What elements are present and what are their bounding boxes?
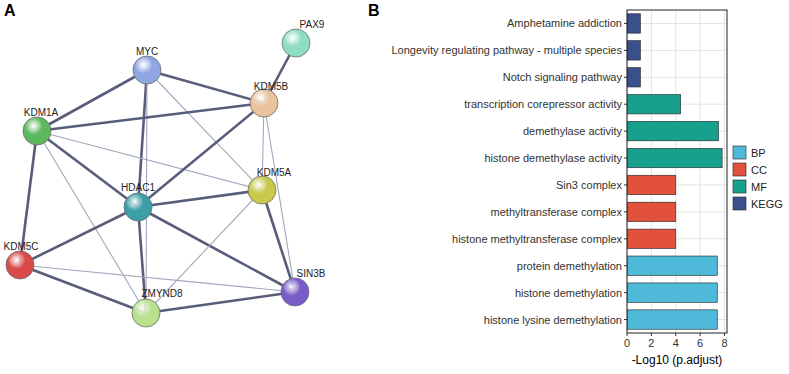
bar [627, 95, 681, 114]
node-label: ZMYND8 [141, 288, 183, 299]
y-tick [624, 158, 627, 159]
edge [138, 190, 262, 207]
edge [147, 70, 264, 103]
grid [627, 10, 727, 333]
panel-label: A [4, 2, 16, 19]
node [124, 193, 152, 221]
x-tick [627, 333, 628, 336]
edge [20, 207, 138, 265]
x-tick-label: 8 [721, 337, 727, 349]
category-label: protein demethylation [517, 260, 622, 272]
node-label: SIN3B [297, 268, 326, 279]
node-label: KDM5C [3, 241, 38, 252]
node-label: KDM1A [24, 107, 59, 118]
node [133, 56, 161, 84]
node [282, 29, 310, 57]
category-label: methyltransferase complex [491, 206, 623, 218]
y-tick [624, 50, 627, 51]
category-label: histone demethylase activity [484, 152, 622, 164]
bar [627, 283, 717, 302]
legend-swatch [733, 197, 746, 210]
node [23, 117, 51, 145]
x-tick [724, 333, 725, 336]
legend-swatch [733, 146, 746, 159]
category-label: Longevity regulating pathway - multiple … [391, 44, 622, 56]
y-tick [624, 131, 627, 132]
plot-frame [627, 10, 727, 333]
edge [262, 190, 295, 292]
node [6, 251, 34, 279]
edge [37, 70, 147, 131]
category-label: Notch signaling pathway [503, 71, 623, 83]
legend-label: CC [751, 164, 767, 176]
bars [627, 14, 722, 329]
grid-line [724, 10, 725, 333]
nodes: MYC PAX9 KDM5B KDM1A KDM5A HDAC1 KDM5C SIN3B ZMY… [3, 19, 325, 327]
x-tick-label: 2 [648, 337, 654, 349]
x-tick [700, 333, 701, 336]
edge [37, 131, 146, 313]
category-label: demethylase activity [523, 125, 623, 137]
edge [20, 265, 146, 313]
edge [37, 103, 264, 131]
bar [627, 41, 640, 60]
bar [627, 256, 717, 275]
bar [627, 202, 676, 221]
x-tick [675, 333, 676, 336]
x-tick [651, 333, 652, 336]
node-label: PAX9 [300, 19, 325, 30]
legend-swatch [733, 163, 746, 176]
node-label: MYC [136, 46, 158, 57]
edge [37, 131, 138, 207]
legend: BP CC MF KEGG [733, 146, 783, 210]
category-grid-line [627, 23, 727, 24]
category-label: histone demethylation [515, 287, 622, 299]
y-tick [624, 238, 627, 239]
legend-label: KEGG [751, 198, 783, 210]
y-tick [624, 184, 627, 185]
figure: A B MYC PAX9 KDM5B KDM1A KDM5A HDAC1 KDM5C SIN3B Z… [0, 0, 789, 374]
node-label: KDM5B [254, 81, 289, 92]
x-axis-label: -Log10 (p.adjust) [632, 353, 723, 367]
category-label: transcription corepressor activity [464, 98, 622, 110]
bar [627, 14, 640, 33]
bar [627, 175, 676, 194]
y-tick [624, 211, 627, 212]
category-grid-line [627, 77, 727, 78]
x-tick-label: 4 [673, 337, 679, 349]
legend-label: MF [751, 181, 767, 193]
bar [627, 121, 718, 140]
node [250, 89, 278, 117]
bar [627, 310, 717, 329]
edge [138, 103, 264, 207]
category-label: Amphetamine addiction [507, 17, 622, 29]
x-tick-label: 6 [697, 337, 703, 349]
node [132, 299, 160, 327]
y-tick [624, 23, 627, 24]
y-tick [624, 265, 627, 266]
node [248, 176, 276, 204]
bar [627, 68, 640, 87]
x-tick-label: 0 [624, 337, 630, 349]
y-tick [624, 292, 627, 293]
category-label: histone methyltransferase complex [452, 233, 622, 245]
edges [20, 43, 296, 313]
category-grid-line [627, 50, 727, 51]
bar [627, 148, 722, 167]
y-tick [624, 319, 627, 320]
edge [147, 70, 262, 190]
y-tick [624, 104, 627, 105]
node [281, 278, 309, 306]
legend-label: BP [751, 147, 766, 159]
node-label: HDAC1 [121, 182, 155, 193]
category-label: Sin3 complex [556, 179, 623, 191]
panel-label: B [368, 2, 380, 19]
legend-swatch [733, 180, 746, 193]
node-label: KDM5A [257, 167, 292, 178]
plot-background [627, 10, 727, 333]
y-tick [624, 77, 627, 78]
bar [627, 229, 676, 248]
category-label: histone lysine demethylation [484, 314, 622, 326]
